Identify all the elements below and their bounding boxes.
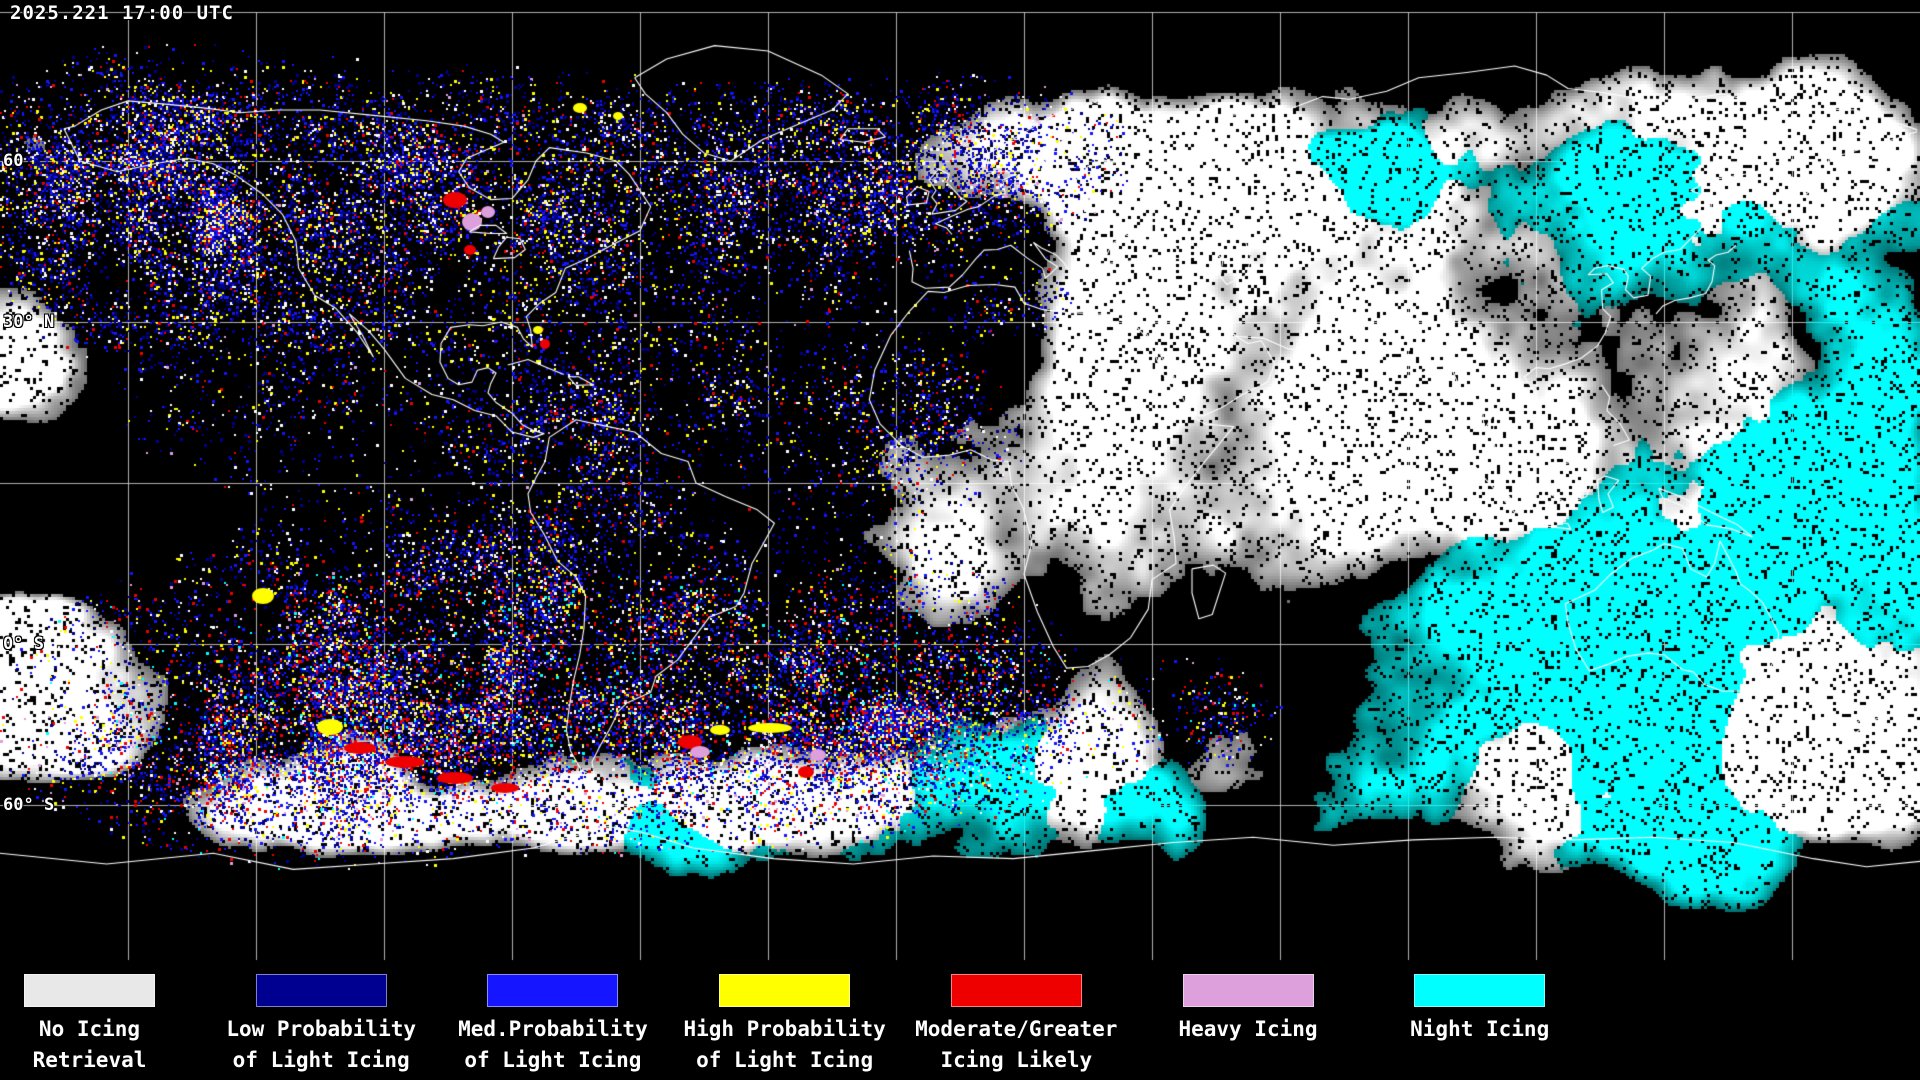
legend-label: No Icing Retrieval [0, 1014, 200, 1076]
legend-label-line: Med.Probability [458, 1017, 648, 1041]
legend-label-line: Retrieval [32, 1048, 147, 1072]
lat-label: 30° N [3, 312, 55, 332]
legend-label-line: of Light Icing [232, 1048, 410, 1072]
legend-label: Heavy Icing [1138, 1014, 1358, 1045]
legend-item: Med.Probability of Light Icing [443, 974, 663, 1076]
legend-label-line: Icing Likely [940, 1048, 1093, 1072]
legend-label: Moderate/Greater Icing Likely [906, 1014, 1126, 1076]
legend-item: Low Probability of Light Icing [211, 974, 431, 1076]
legend-label-line: of Light Icing [464, 1048, 642, 1072]
lat-label: 0° S [3, 634, 44, 654]
legend-label-line: Heavy Icing [1178, 1017, 1318, 1041]
legend-swatch [487, 974, 619, 1007]
legend: No Icing Retrieval Low Probability of Light… [0, 974, 1920, 1080]
world-map-canvas [0, 0, 1920, 966]
legend-item: Night Icing [1370, 974, 1590, 1045]
lat-label: 60 [3, 151, 24, 171]
legend-label: Night Icing [1370, 1014, 1590, 1045]
legend-label-line: Moderate/Greater [915, 1017, 1118, 1041]
legend-label-line: Low Probability [226, 1017, 417, 1041]
legend-label: Med.Probability of Light Icing [443, 1014, 663, 1076]
legend-swatch [719, 974, 851, 1007]
legend-label: Low Probability of Light Icing [211, 1014, 431, 1076]
legend-item: High Probability of Light Icing [675, 974, 895, 1076]
lat-label: 60° S [3, 795, 55, 815]
legend-label-line: of Light Icing [696, 1048, 874, 1072]
legend-item: Moderate/Greater Icing Likely [906, 974, 1126, 1076]
legend-swatch [1414, 974, 1546, 1007]
legend-label-line: Night Icing [1410, 1017, 1550, 1041]
legend-label-line: High Probability [683, 1017, 886, 1041]
legend-label-line: No Icing [38, 1017, 141, 1041]
timestamp-label: 2025.221 17:00 UTC [10, 2, 234, 24]
legend-swatch [24, 974, 155, 1007]
legend-swatch [255, 974, 387, 1007]
legend-item: No Icing Retrieval [0, 974, 200, 1076]
legend-label: High Probability of Light Icing [675, 1014, 895, 1076]
legend-swatch [950, 974, 1082, 1007]
legend-swatch [1182, 974, 1314, 1007]
legend-item: Heavy Icing [1138, 974, 1358, 1045]
